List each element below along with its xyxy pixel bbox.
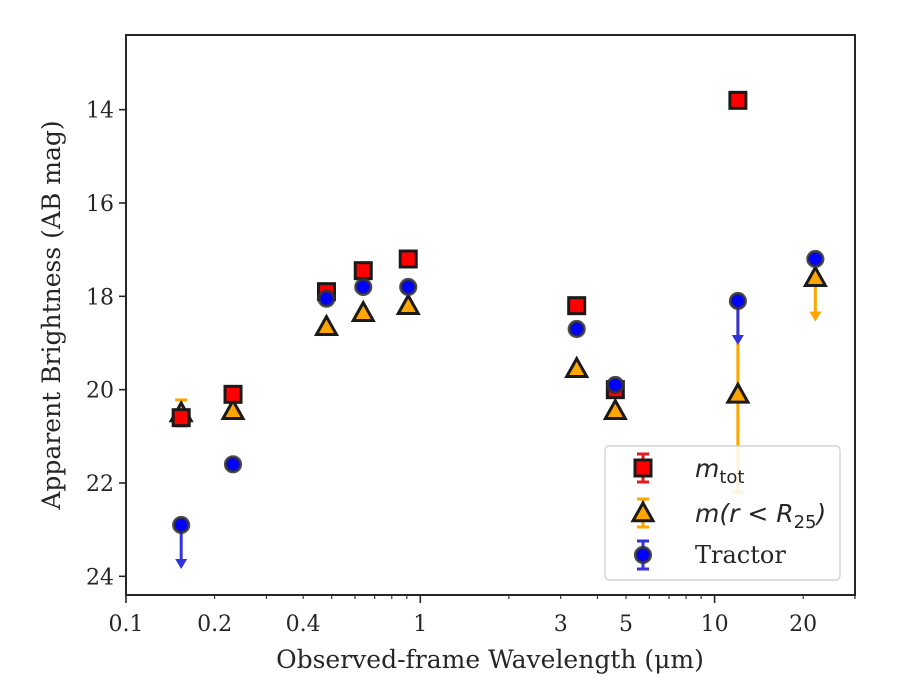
legend-box: [604, 445, 841, 581]
data-point-square: [353, 261, 373, 281]
upper-limit-arrowhead: [175, 559, 188, 569]
x-tick-label: 0.4: [286, 612, 321, 637]
y-tick-label: 20: [86, 379, 114, 404]
data-point-triangle: [313, 313, 340, 336]
data-point-triangle: [602, 397, 628, 420]
legend-entry: mtot: [633, 452, 745, 488]
y-tick-label: 18: [86, 285, 114, 310]
data-point-triangle: [350, 299, 376, 322]
upper-limit-arrowhead: [809, 311, 822, 322]
series-circle: [172, 249, 825, 569]
data-point-circle: [223, 455, 243, 474]
y-axis-label: Apparent Brightness (AB mag): [37, 120, 66, 510]
series-square: [171, 90, 748, 428]
y-tick-label: 14: [86, 99, 114, 124]
data-point-triangle: [725, 381, 751, 404]
data-point-square: [223, 384, 243, 404]
x-tick-label: 0.2: [197, 612, 232, 637]
data-point-circle: [728, 291, 747, 311]
x-tick-label: 10: [701, 612, 729, 637]
legend: mtot m(r < R25) Tractor: [604, 445, 841, 581]
x-tick-label: 20: [789, 612, 817, 637]
data-point-square: [171, 408, 191, 428]
x-axis-label: Observed-frame Wavelength (μm): [276, 645, 704, 674]
x-tick-label: 5: [619, 612, 633, 637]
legend-marker-circle: [633, 545, 653, 565]
x-tick-label: 1: [413, 612, 427, 637]
data-point-circle: [399, 277, 418, 297]
upper-limit-arrowhead: [731, 335, 744, 345]
legend-entry: Tractor: [633, 539, 786, 571]
data-point-circle: [172, 515, 191, 535]
y-tick-label: 24: [86, 565, 114, 590]
data-point-triangle: [564, 355, 590, 378]
x-tick-label: 3: [554, 612, 568, 637]
legend-entry: m(r < R25): [630, 497, 826, 533]
y-tick-label: 16: [86, 192, 114, 217]
legend-marker-square: [633, 458, 653, 478]
data-point-triangle: [395, 292, 421, 315]
data-point-triangle: [220, 397, 246, 420]
data-point-circle: [606, 375, 625, 395]
x-axis-ticks: 0.1 0.2 0.4 1 3 5 10 20: [109, 595, 856, 637]
legend-label: m(r < R25): [695, 499, 826, 533]
legend-label: Tractor: [695, 541, 786, 569]
data-point-square: [567, 296, 587, 316]
data-point-circle: [354, 277, 373, 297]
data-point-circle: [806, 249, 825, 269]
data-series: [168, 90, 828, 569]
data-point-circle: [567, 319, 586, 339]
legend-label: mtot: [695, 454, 745, 488]
plot-frame: [125, 34, 856, 596]
data-point-square: [728, 90, 748, 110]
legend-marker-triangle: [630, 499, 656, 523]
y-tick-label: 22: [86, 472, 114, 497]
y-axis-ticks: 14 16 18 20 22 24: [86, 99, 126, 590]
data-point-square: [398, 249, 418, 269]
x-tick-label: 0.1: [109, 612, 144, 637]
data-point-triangle: [802, 264, 828, 287]
data-point-circle: [317, 289, 336, 308]
